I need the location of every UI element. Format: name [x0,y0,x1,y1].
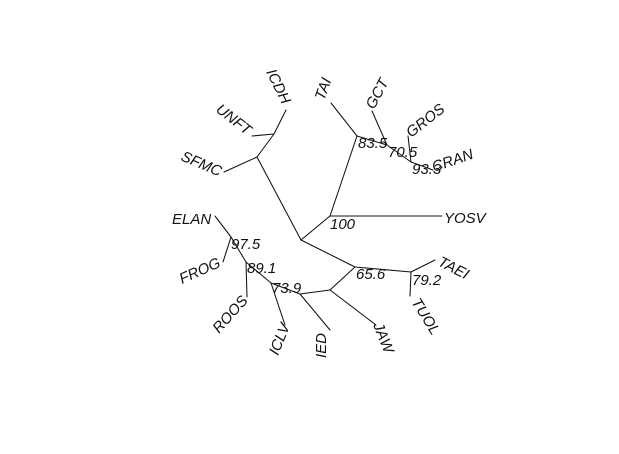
tip-label-tuol: TUOL [408,295,444,338]
branch [270,282,286,326]
branch [223,156,258,173]
tip-labels: ICDH TAI GCT UNFT GROS SFMC CRAN ELAN YO… [172,66,488,358]
branch [407,135,412,163]
tip-label-elan: ELAN [172,211,211,228]
branch [409,271,412,297]
branch [356,135,388,146]
branch [329,289,377,326]
branch [230,236,247,263]
branch [386,144,412,163]
support-value: 83.5 [358,135,388,152]
support-value: 100 [330,216,356,233]
tree-branches [214,102,443,331]
branch [251,133,275,137]
tip-label-roos: ROOS [209,292,251,336]
branch [410,259,436,273]
tip-label-frog: FROG [177,254,224,287]
branch [273,109,287,135]
tip-label-gct: GCT [363,74,394,112]
tip-label-gros: GROS [403,101,448,142]
branch [256,133,275,158]
branch [299,293,331,331]
tip-label-jaw: JAW [369,319,398,357]
support-value: 65.6 [356,266,386,283]
branch [329,135,358,217]
support-values: 83.5 70.5 93.3 100 97.5 89.1 73.9 65.6 7… [231,135,442,297]
support-value: 70.5 [388,144,418,161]
support-value: 73.9 [272,280,302,297]
branch [222,236,232,263]
branch [410,161,434,171]
branch [245,261,272,284]
branch [300,215,331,241]
branch [256,156,302,241]
branch [245,261,248,298]
branch [214,215,232,238]
branch [354,266,412,273]
tip-label-tai: TAI [312,76,336,103]
branch [371,110,388,146]
support-value: 93.3 [412,161,442,178]
tip-label-sfmc: SFMC [178,148,224,180]
tip-label-yosv: YOSV [444,210,488,227]
branch [299,289,331,295]
branch [329,266,356,291]
tip-label-ied: IED [313,333,330,358]
tip-label-icdh: ICDH [262,66,293,107]
support-value: 97.5 [231,236,261,253]
branch [330,102,358,137]
support-value: 79.2 [412,272,442,289]
branch [300,239,356,268]
support-value: 89.1 [247,260,276,277]
tip-label-iclv: ICLV [266,319,295,357]
tip-label-unft: UNFT [213,101,256,140]
branch [270,282,301,295]
